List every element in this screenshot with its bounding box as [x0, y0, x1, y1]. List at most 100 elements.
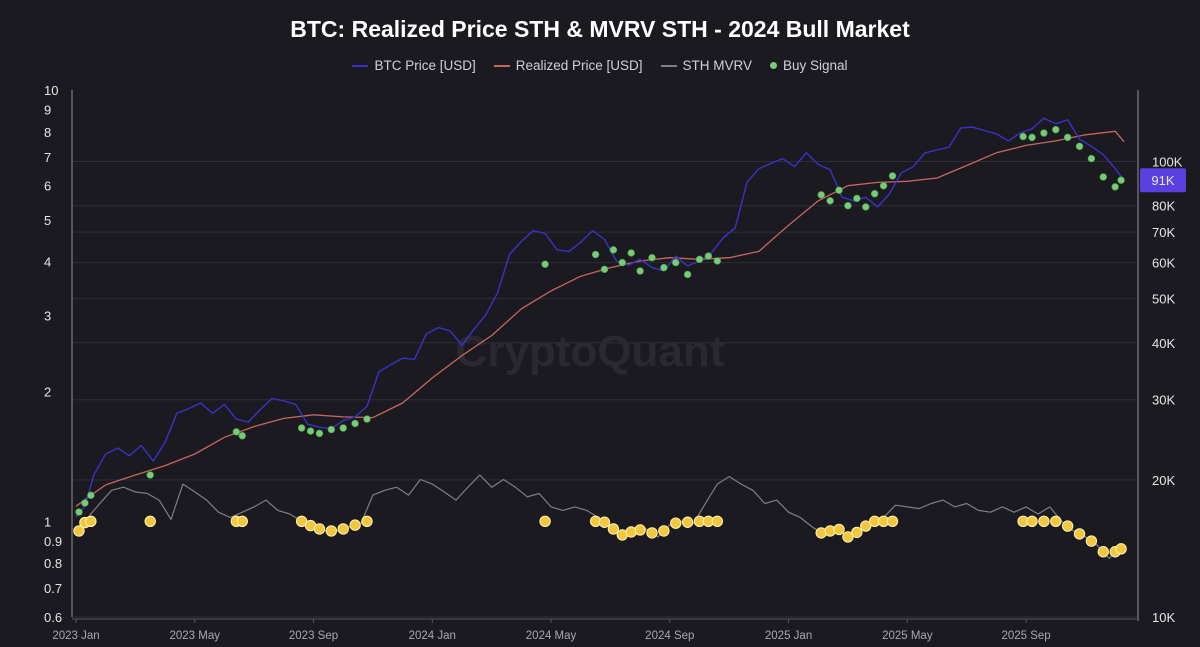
- buy-signal-marker[interactable]: [327, 425, 336, 434]
- legend-line-icon: [352, 64, 369, 67]
- mvrv-signal-marker[interactable]: [325, 525, 338, 537]
- mvrv-signal-marker[interactable]: [658, 525, 670, 537]
- mvrv-signal-marker[interactable]: [1073, 528, 1086, 540]
- right-tick-label: 40K: [1152, 336, 1175, 351]
- buy-signal-marker[interactable]: [1063, 133, 1072, 142]
- mvrv-signal-marker[interactable]: [711, 515, 724, 528]
- legend-label: Realized Price [USD]: [515, 58, 643, 73]
- buy-signal-marker[interactable]: [835, 186, 843, 194]
- buy-signal-marker[interactable]: [1019, 132, 1027, 141]
- buy-signal-marker[interactable]: [1075, 142, 1084, 151]
- buy-signal-marker[interactable]: [306, 427, 315, 435]
- buy-signal-marker[interactable]: [870, 189, 879, 198]
- legend-item-buy-signal[interactable]: Buy Signal: [770, 58, 848, 73]
- buy-signal-marker[interactable]: [1052, 125, 1060, 134]
- mvrv-signal-marker[interactable]: [313, 523, 326, 535]
- buy-signal-marker[interactable]: [591, 250, 600, 259]
- buy-signal-marker[interactable]: [609, 246, 618, 254]
- buy-signal-marker[interactable]: [232, 428, 241, 436]
- buy-signal-marker[interactable]: [826, 197, 834, 205]
- buy-signal-marker[interactable]: [713, 257, 722, 265]
- buy-signal-marker[interactable]: [87, 491, 95, 500]
- buy-signal-marker[interactable]: [363, 415, 371, 423]
- buy-signal-marker[interactable]: [600, 265, 609, 273]
- right-tick-label: 70K: [1152, 225, 1175, 240]
- buy-signal-marker[interactable]: [704, 252, 713, 260]
- buy-signal-marker[interactable]: [81, 499, 89, 507]
- mvrv-signal-marker[interactable]: [851, 526, 863, 539]
- mvrv-signal-marker[interactable]: [646, 527, 658, 539]
- mvrv-signal-marker[interactable]: [1115, 543, 1127, 555]
- buy-signal-marker[interactable]: [1040, 129, 1048, 137]
- buy-signal-marker[interactable]: [315, 429, 324, 438]
- buy-signal-marker[interactable]: [1087, 154, 1096, 163]
- mvrv-signal-marker[interactable]: [681, 516, 694, 528]
- right-tick-label: 10K: [1152, 610, 1175, 625]
- x-tick-label: 2023 May: [170, 630, 221, 642]
- mvrv-signal-marker[interactable]: [634, 524, 646, 536]
- right-tick-label: 20K: [1152, 473, 1175, 488]
- legend-line-icon: [660, 64, 677, 67]
- x-tick-label: 2024 Sep: [645, 630, 694, 642]
- mvrv-signal-marker[interactable]: [842, 531, 854, 543]
- right-tick-label: 60K: [1152, 256, 1175, 271]
- chart-title: BTC: Realized Price STH & MVRV STH - 202…: [290, 16, 910, 42]
- mvrv-signal-marker[interactable]: [1061, 520, 1074, 532]
- mvrv-signal-marker[interactable]: [349, 519, 361, 531]
- buy-signal-marker[interactable]: [695, 255, 704, 264]
- gridlines: [72, 161, 1138, 618]
- buy-signal-marker[interactable]: [541, 260, 549, 268]
- mvrv-signal-marker[interactable]: [1050, 515, 1062, 528]
- mvrv-signal-marker[interactable]: [1038, 515, 1050, 528]
- mvrv-signal-marker[interactable]: [607, 523, 620, 535]
- buy-signal-marker[interactable]: [1028, 133, 1036, 142]
- x-tick-label: 2023 Sep: [289, 630, 338, 642]
- mvrv-signal-marker[interactable]: [1097, 546, 1109, 558]
- buy-signal-marker[interactable]: [817, 191, 825, 199]
- buy-signal-marker[interactable]: [1099, 173, 1107, 181]
- buy-signal-marker[interactable]: [627, 249, 635, 257]
- buy-signal-marker[interactable]: [238, 432, 246, 440]
- buy-signal-marker[interactable]: [683, 270, 692, 279]
- mvrv-signal-marker[interactable]: [361, 515, 373, 528]
- buy-signal-marker[interactable]: [75, 508, 83, 516]
- legend-item-btc-price[interactable]: BTC Price [USD]: [352, 58, 476, 73]
- buy-signal-marker[interactable]: [146, 471, 154, 479]
- mvrv-signal-marker[interactable]: [236, 515, 248, 528]
- mvrv-signal-marker[interactable]: [85, 515, 97, 528]
- buy-signal-marker[interactable]: [853, 194, 861, 203]
- buy-signal-marker[interactable]: [297, 424, 306, 432]
- buy-signal-marker[interactable]: [351, 419, 359, 428]
- left-tick-label: 2: [44, 384, 51, 399]
- mvrv-signal-marker[interactable]: [144, 515, 156, 528]
- mvrv-signal-marker[interactable]: [337, 523, 349, 535]
- mvrv-signal-marker[interactable]: [886, 515, 899, 528]
- btc-price-line: [75, 117, 1125, 518]
- buy-signal-marker[interactable]: [1117, 176, 1125, 184]
- buy-signal-marker[interactable]: [618, 258, 626, 267]
- mvrv-signal-marker[interactable]: [539, 515, 551, 528]
- mvrv-signal-marker[interactable]: [598, 516, 611, 528]
- buy-signal-marker[interactable]: [1111, 183, 1119, 191]
- buy-signal-marker[interactable]: [879, 182, 888, 190]
- legend-item-realized-price[interactable]: Realized Price [USD]: [493, 58, 643, 73]
- legend-item-sth-mvrv[interactable]: STH MVRV: [660, 58, 752, 73]
- right-tick-label: 30K: [1152, 393, 1175, 408]
- mvrv-signal-marker[interactable]: [860, 520, 872, 532]
- left-tick-label: 0.7: [44, 581, 62, 596]
- mvrv-signal-marker[interactable]: [1085, 535, 1098, 547]
- watermark: CryptoQuant: [456, 327, 725, 376]
- buy-signal-marker[interactable]: [862, 203, 870, 211]
- buy-signal-marker[interactable]: [636, 267, 644, 275]
- buy-signal-marker[interactable]: [648, 254, 656, 262]
- mvrv-signal-marker[interactable]: [73, 525, 85, 537]
- buy-signal-marker[interactable]: [844, 201, 852, 210]
- buy-signal-marker[interactable]: [888, 172, 897, 180]
- mvrv-signal-marker[interactable]: [1026, 515, 1038, 528]
- buy-signal-marker[interactable]: [339, 424, 347, 432]
- mvrv-signal-marker[interactable]: [833, 523, 845, 536]
- buy-signal-marker[interactable]: [660, 263, 668, 272]
- mvrv-signal-marker[interactable]: [670, 517, 682, 529]
- buy-signal-marker[interactable]: [672, 258, 680, 267]
